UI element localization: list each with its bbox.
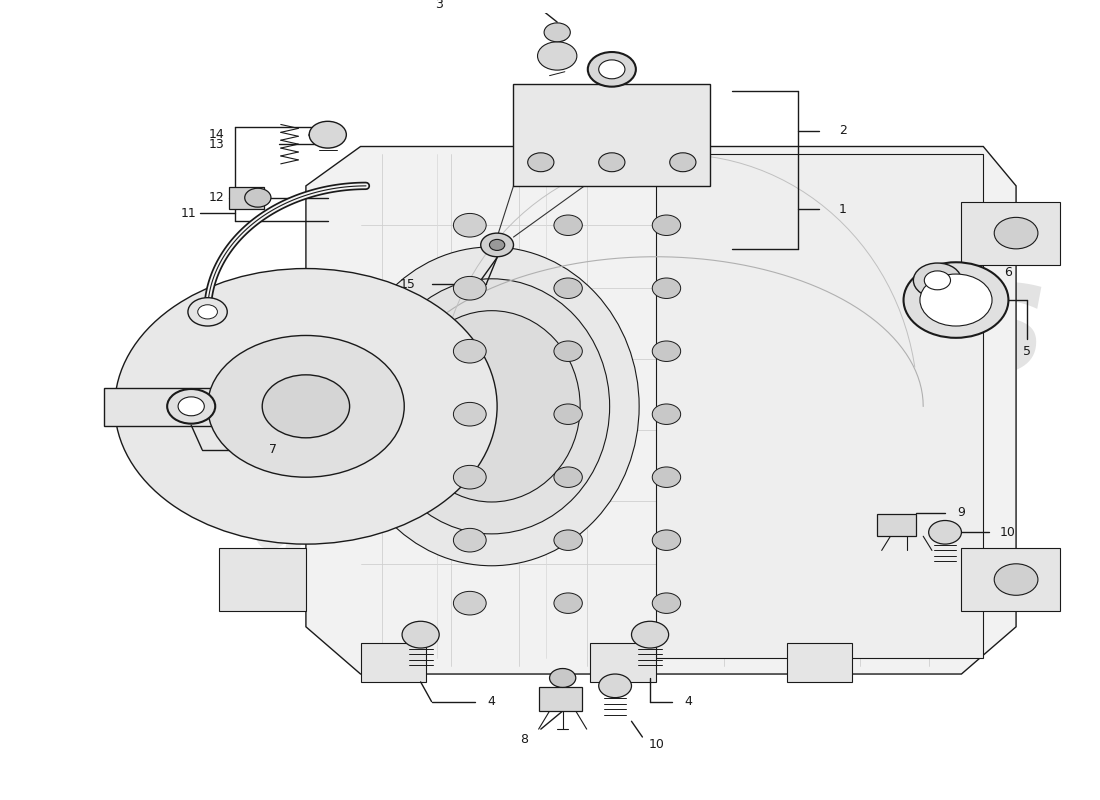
Circle shape: [554, 215, 582, 235]
Text: 4: 4: [684, 695, 692, 708]
Circle shape: [453, 339, 486, 363]
Circle shape: [903, 262, 1009, 338]
Circle shape: [481, 233, 514, 257]
Text: 8: 8: [520, 733, 528, 746]
Polygon shape: [306, 146, 1016, 674]
FancyBboxPatch shape: [539, 687, 582, 711]
Circle shape: [262, 375, 350, 438]
Polygon shape: [961, 548, 1059, 611]
Circle shape: [490, 239, 505, 250]
Ellipse shape: [404, 310, 580, 502]
FancyBboxPatch shape: [514, 83, 711, 186]
Circle shape: [652, 593, 681, 614]
FancyBboxPatch shape: [230, 187, 264, 210]
Circle shape: [403, 622, 439, 648]
FancyBboxPatch shape: [786, 642, 852, 682]
Circle shape: [198, 305, 218, 319]
Circle shape: [453, 402, 486, 426]
Circle shape: [652, 404, 681, 425]
Circle shape: [453, 591, 486, 615]
Polygon shape: [656, 154, 983, 658]
Circle shape: [598, 153, 625, 172]
Circle shape: [598, 60, 625, 78]
Circle shape: [528, 153, 554, 172]
Circle shape: [550, 669, 575, 687]
Text: a p: a p: [255, 484, 400, 565]
Circle shape: [631, 622, 669, 648]
Circle shape: [178, 397, 205, 416]
Text: e: e: [174, 406, 263, 533]
Circle shape: [554, 530, 582, 550]
FancyBboxPatch shape: [878, 514, 915, 536]
FancyBboxPatch shape: [590, 642, 656, 682]
Circle shape: [453, 214, 486, 237]
Circle shape: [309, 122, 346, 148]
Circle shape: [920, 274, 992, 326]
Circle shape: [453, 466, 486, 489]
Text: ares: ares: [657, 250, 1047, 405]
Circle shape: [554, 467, 582, 487]
Circle shape: [188, 298, 228, 326]
Polygon shape: [961, 202, 1059, 265]
Ellipse shape: [344, 247, 639, 566]
FancyBboxPatch shape: [103, 388, 262, 426]
Circle shape: [670, 153, 696, 172]
Circle shape: [554, 341, 582, 362]
Circle shape: [538, 42, 576, 70]
Circle shape: [554, 593, 582, 614]
Circle shape: [924, 271, 950, 290]
Text: 3: 3: [434, 0, 442, 11]
Text: 2: 2: [839, 124, 847, 138]
Circle shape: [652, 341, 681, 362]
Text: 12: 12: [208, 191, 224, 204]
Circle shape: [598, 674, 631, 698]
Text: 7: 7: [270, 443, 277, 456]
Text: 1: 1: [839, 203, 847, 216]
Circle shape: [554, 404, 582, 425]
Circle shape: [928, 521, 961, 544]
Circle shape: [587, 52, 636, 86]
Ellipse shape: [374, 278, 609, 534]
Circle shape: [554, 278, 582, 298]
Text: 10: 10: [649, 738, 664, 751]
Text: 15: 15: [399, 278, 415, 290]
Text: 9: 9: [957, 506, 966, 519]
Circle shape: [652, 278, 681, 298]
Circle shape: [453, 277, 486, 300]
Circle shape: [652, 215, 681, 235]
Text: 11: 11: [180, 207, 197, 220]
Circle shape: [652, 467, 681, 487]
Circle shape: [453, 528, 486, 552]
Circle shape: [244, 188, 271, 207]
Text: 10: 10: [1000, 526, 1015, 539]
Circle shape: [114, 269, 497, 544]
Text: since 1985: since 1985: [600, 462, 886, 507]
Text: 5: 5: [1023, 345, 1031, 358]
Circle shape: [167, 389, 216, 424]
Text: 14: 14: [208, 128, 224, 141]
Circle shape: [994, 218, 1038, 249]
Circle shape: [208, 335, 404, 477]
Text: 13: 13: [208, 138, 224, 150]
Circle shape: [994, 564, 1038, 595]
Text: 6: 6: [1004, 266, 1012, 279]
Text: 4: 4: [487, 695, 496, 708]
Circle shape: [544, 23, 570, 42]
FancyBboxPatch shape: [361, 642, 426, 682]
Polygon shape: [219, 548, 306, 611]
Circle shape: [913, 263, 961, 298]
Circle shape: [652, 530, 681, 550]
